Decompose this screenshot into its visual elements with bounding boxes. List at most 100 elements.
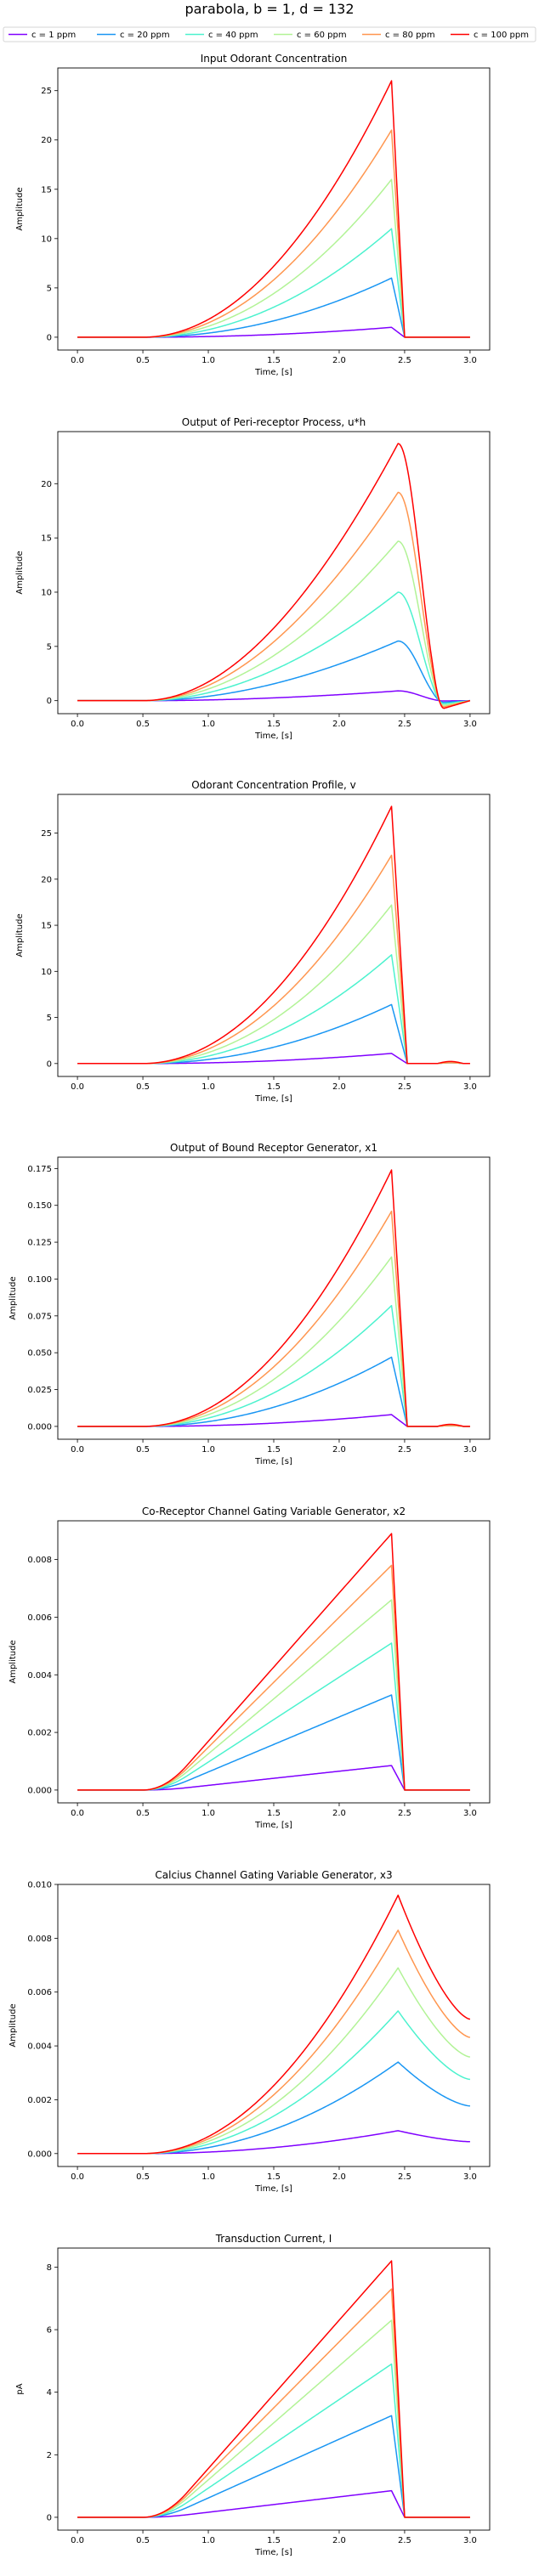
- y-tick-label: 20: [41, 136, 52, 145]
- y-tick-label: 15: [41, 922, 52, 931]
- x-tick-label: 3.0: [463, 1082, 477, 1092]
- y-tick-label: 0.175: [27, 1165, 52, 1174]
- legend-label: c = 100 ppm: [474, 31, 529, 40]
- y-tick-label: 0.000: [27, 1422, 52, 1432]
- series-line-6: [77, 805, 470, 1065]
- series-line-1: [77, 1765, 470, 1791]
- x-tick-label: 1.0: [201, 1445, 215, 1455]
- x-tick-label: 0.0: [71, 356, 84, 365]
- y-tick-label: 10: [41, 588, 52, 597]
- y-tick-label: 0.010: [27, 1881, 52, 1890]
- series-line-4: [77, 540, 471, 707]
- figure-suptitle: parabola, b = 1, d = 132: [184, 1, 354, 17]
- y-tick-label: 5: [47, 642, 52, 652]
- series-lines: [77, 805, 470, 1065]
- subplot-5: Co-Receptor Channel Gating Variable Gene…: [9, 1505, 491, 1830]
- y-axis-label: Amplitude: [15, 187, 25, 230]
- x-tick-label: 0.5: [136, 1809, 150, 1818]
- y-tick-label: 0.006: [27, 1613, 52, 1623]
- series-line-5: [77, 129, 470, 338]
- y-tick-label: 0.150: [27, 1201, 52, 1211]
- y-tick-label: 10: [41, 234, 52, 244]
- x-tick-label: 3.0: [463, 1445, 477, 1455]
- y-tick-label: 0.004: [27, 1671, 52, 1681]
- y-tick-label: 0.008: [27, 1556, 52, 1565]
- subplot-title: Output of Bound Receptor Generator, x1: [170, 1142, 377, 1154]
- x-tick-label: 0.5: [136, 720, 150, 729]
- x-tick-label: 3.0: [463, 356, 477, 365]
- y-tick-label: 8: [47, 2263, 52, 2273]
- series-line-5: [77, 2288, 470, 2518]
- x-tick-label: 1.0: [201, 1809, 215, 1818]
- subplot-title: Input Odorant Concentration: [201, 53, 348, 65]
- y-tick-label: 0.002: [27, 2096, 52, 2105]
- subplot-panels: Input Odorant Concentration 0.0 0.5 1.0 1.5 2…: [9, 53, 491, 2557]
- series-line-1: [77, 1053, 470, 1065]
- x-tick-label: 1.0: [201, 2172, 215, 2182]
- legend: c = 1 ppm c = 20 ppm c = 40 ppm c = 60 ppm c…: [3, 26, 536, 42]
- x-tick-label: 1.0: [201, 1082, 215, 1092]
- series-line-6: [77, 2260, 470, 2518]
- x-tick-label: 0.0: [71, 720, 84, 729]
- subplot-6: Calcius Channel Gating Variable Generato…: [9, 1869, 491, 2194]
- series-line-3: [77, 1642, 470, 1791]
- x-tick-label: 0.0: [71, 2172, 84, 2182]
- x-tick-label: 3.0: [463, 2536, 477, 2545]
- series-line-4: [77, 1967, 471, 2155]
- y-tick-label: 0: [47, 333, 52, 342]
- series-line-6: [77, 1533, 470, 1791]
- y-tick-label: 0.100: [27, 1275, 52, 1285]
- plot-frame: [57, 431, 491, 715]
- y-tick-label: 25: [41, 829, 52, 839]
- series-lines: [77, 1169, 470, 1427]
- plot-frame: [57, 2247, 491, 2531]
- x-tick-label: 0.5: [136, 2536, 150, 2545]
- x-tick-label: 0.5: [136, 1445, 150, 1455]
- series-line-3: [77, 591, 471, 705]
- y-tick-label: 10: [41, 968, 52, 977]
- plot-frame: [57, 794, 491, 1077]
- series-lines: [77, 1894, 471, 2155]
- series-line-4: [77, 178, 470, 338]
- y-tick-label: 0.025: [27, 1386, 52, 1395]
- y-tick-label: 20: [41, 480, 52, 489]
- series-line-2: [77, 2061, 470, 2155]
- y-tick-label: 0.006: [27, 1988, 52, 1997]
- series-line-3: [77, 2363, 470, 2518]
- y-tick-label: 0.000: [27, 2149, 52, 2159]
- x-axis-label: Time, [s]: [254, 1094, 292, 1104]
- x-tick-label: 2.0: [332, 2536, 346, 2545]
- x-tick-label: 1.5: [267, 720, 281, 729]
- x-tick-label: 2.5: [398, 720, 411, 729]
- subplot-1: Input Odorant Concentration 0.0 0.5 1.0 1.5 2…: [15, 53, 491, 377]
- x-tick-label: 1.5: [267, 2536, 281, 2545]
- y-tick-label: 15: [41, 534, 52, 544]
- y-tick-label: 0: [47, 1059, 52, 1069]
- x-tick-label: 0.0: [71, 1445, 84, 1455]
- y-tick-label: 0.000: [27, 1786, 52, 1795]
- x-axis-label: Time, [s]: [254, 2548, 292, 2557]
- series-line-4: [77, 1599, 470, 1791]
- x-tick-label: 2.0: [332, 356, 346, 365]
- series-lines: [77, 443, 471, 709]
- subplot-7: Transduction Current, I 0.0 0.5 1.0 1.5 2.0 2.…: [15, 2233, 491, 2557]
- y-tick-label: 0: [47, 2513, 52, 2522]
- series-line-4: [77, 904, 470, 1065]
- y-axis-label: Amplitude: [9, 1640, 18, 1683]
- x-axis-label: Time, [s]: [254, 732, 292, 741]
- series-line-1: [77, 1414, 470, 1427]
- x-tick-label: 2.5: [398, 2536, 411, 2545]
- plot-frame: [57, 1520, 491, 1804]
- y-tick-label: 5: [47, 1014, 52, 1023]
- y-axis-label: Amplitude: [9, 1276, 18, 1319]
- legend-frame: [3, 26, 536, 42]
- x-tick-label: 2.0: [332, 1445, 346, 1455]
- series-line-6: [77, 1894, 471, 2155]
- x-tick-label: 1.5: [267, 1809, 281, 1818]
- series-line-5: [77, 1564, 470, 1791]
- x-tick-label: 2.0: [332, 720, 346, 729]
- y-tick-label: 5: [47, 284, 52, 293]
- legend-label: c = 40 ppm: [208, 31, 258, 40]
- y-tick-label: 0.125: [27, 1239, 52, 1248]
